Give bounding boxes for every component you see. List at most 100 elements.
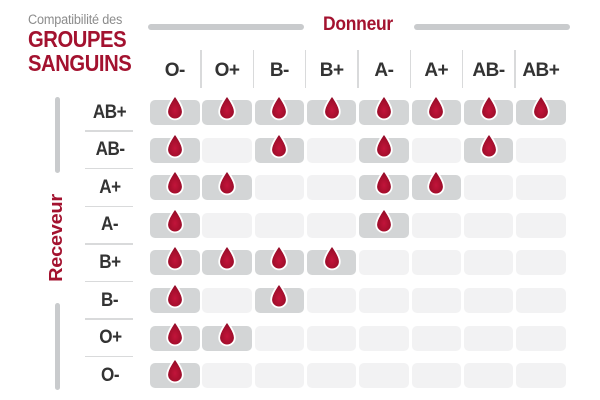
blood-drop-icon xyxy=(532,93,550,121)
blood-drop-icon xyxy=(166,206,184,234)
blood-drop-icon xyxy=(270,244,289,271)
receiver-row-label-A+: A+ xyxy=(99,176,121,198)
blood-drop-icon xyxy=(218,169,236,196)
blood-drop-icon xyxy=(166,244,184,271)
receiver-row-label-B+: B+ xyxy=(99,251,121,273)
blood-drop-icon xyxy=(166,169,184,196)
cell-receiver-AB--donor-B+ xyxy=(306,137,357,163)
column-separator xyxy=(252,50,255,88)
cell-receiver-O--donor-B- xyxy=(254,363,305,389)
cell-receiver-AB--donor-AB- xyxy=(463,131,514,163)
cell-receiver-B+-donor-A- xyxy=(359,250,409,276)
donor-col-header-B-: B- xyxy=(269,60,290,81)
receiver-row-label-O-: O- xyxy=(100,364,120,386)
cell-receiver-B--donor-AB- xyxy=(463,288,514,313)
cell-receiver-AB--donor-O+ xyxy=(202,137,252,163)
blood-drop-icon xyxy=(166,319,184,346)
cell-receiver-A+-donor-A- xyxy=(359,169,409,201)
blood-drop-icon xyxy=(270,131,289,158)
page-title-line2: SANGUINS xyxy=(28,50,132,76)
cell-receiver-AB+-donor-A+ xyxy=(411,93,461,125)
cell-receiver-AB+-donor-O+ xyxy=(202,93,252,125)
cell-receiver-O+-donor-AB- xyxy=(463,325,514,351)
cell-receiver-O--donor-A+ xyxy=(411,363,461,389)
receiver-row-label-AB-: AB- xyxy=(95,139,125,161)
cell-receiver-O--donor-AB+ xyxy=(516,363,566,389)
blood-drop-icon xyxy=(375,131,393,158)
blood-drop-icon xyxy=(375,93,393,121)
cell-receiver-AB+-donor-O- xyxy=(150,93,200,125)
column-separator xyxy=(200,50,202,88)
row-separator xyxy=(85,243,133,245)
cell-receiver-AB--donor-A+ xyxy=(411,137,461,163)
cell-receiver-A+-donor-B+ xyxy=(306,175,357,201)
donor-axis-line-left xyxy=(148,24,304,30)
donor-axis-line-right xyxy=(414,24,570,30)
cell-receiver-O+-donor-B- xyxy=(254,325,305,351)
receiver-row-label-AB+: AB+ xyxy=(93,101,127,123)
cell-receiver-O--donor-AB- xyxy=(463,363,514,389)
cell-receiver-B--donor-O+ xyxy=(202,288,252,313)
blood-drop-icon xyxy=(322,93,341,121)
row-separator xyxy=(85,130,133,132)
cell-receiver-AB--donor-B- xyxy=(254,131,305,163)
blood-drop-icon xyxy=(166,281,184,309)
receiver-row-label-B-: B- xyxy=(101,289,119,311)
cell-receiver-AB--donor-O- xyxy=(150,131,200,163)
donor-col-header-AB-: AB- xyxy=(472,60,505,81)
cell-receiver-A+-donor-A+ xyxy=(411,169,461,201)
column-separator xyxy=(461,50,464,88)
blood-drop-icon xyxy=(218,319,236,346)
cell-receiver-B--donor-O- xyxy=(150,281,200,313)
blood-drop-icon xyxy=(427,169,445,196)
cell-receiver-O--donor-B+ xyxy=(306,363,357,389)
cell-receiver-O+-donor-A- xyxy=(359,325,409,351)
receiver-axis-line-top xyxy=(54,97,60,173)
blood-drop-icon xyxy=(479,131,498,158)
cell-receiver-O--donor-A- xyxy=(359,363,409,389)
cell-receiver-O--donor-O- xyxy=(150,357,200,389)
cell-receiver-O+-donor-B+ xyxy=(306,325,357,351)
cell-receiver-AB--donor-AB+ xyxy=(516,137,566,163)
cell-receiver-B--donor-AB+ xyxy=(516,288,566,313)
row-separator xyxy=(85,167,133,170)
row-separator xyxy=(85,355,133,358)
row-separator xyxy=(85,205,133,208)
column-separator xyxy=(514,50,516,88)
cell-receiver-B--donor-A- xyxy=(359,288,409,313)
donor-col-header-B+: B+ xyxy=(319,60,344,81)
cell-receiver-A+-donor-AB+ xyxy=(516,175,566,201)
cell-receiver-AB+-donor-B+ xyxy=(306,93,357,125)
blood-drop-icon xyxy=(270,93,289,121)
cell-receiver-A--donor-O- xyxy=(150,206,200,238)
cell-receiver-O+-donor-O+ xyxy=(202,319,252,351)
blood-drop-icon xyxy=(166,357,184,384)
blood-drop-icon xyxy=(479,93,498,121)
blood-drop-icon xyxy=(375,169,393,196)
cell-receiver-B+-donor-B- xyxy=(254,244,305,276)
blood-drop-icon xyxy=(270,281,289,309)
cell-receiver-AB+-donor-A- xyxy=(359,93,409,125)
cell-receiver-A--donor-O+ xyxy=(202,212,252,238)
blood-drop-icon xyxy=(427,93,445,121)
column-separator xyxy=(409,50,412,88)
cell-receiver-A--donor-B+ xyxy=(306,212,357,238)
cell-receiver-AB+-donor-B- xyxy=(254,93,305,125)
blood-drop-icon xyxy=(375,206,393,234)
cell-receiver-B+-donor-A+ xyxy=(411,250,461,276)
cell-receiver-A+-donor-O- xyxy=(150,169,200,201)
column-separator xyxy=(304,50,307,88)
cell-receiver-B+-donor-B+ xyxy=(306,244,357,276)
donor-col-header-AB+: AB+ xyxy=(522,60,560,81)
page-title-line1: GROUPES xyxy=(28,26,127,52)
cell-receiver-B+-donor-O+ xyxy=(202,244,252,276)
receiver-axis-line-bottom xyxy=(54,303,60,390)
cell-receiver-A--donor-AB+ xyxy=(516,212,566,238)
donor-col-header-O-: O- xyxy=(164,60,186,81)
cell-receiver-AB+-donor-AB- xyxy=(463,93,514,125)
cell-receiver-AB--donor-A- xyxy=(359,131,409,163)
cell-receiver-O+-donor-AB+ xyxy=(516,325,566,351)
cell-receiver-A--donor-AB- xyxy=(463,212,514,238)
cell-receiver-B+-donor-AB- xyxy=(463,250,514,276)
